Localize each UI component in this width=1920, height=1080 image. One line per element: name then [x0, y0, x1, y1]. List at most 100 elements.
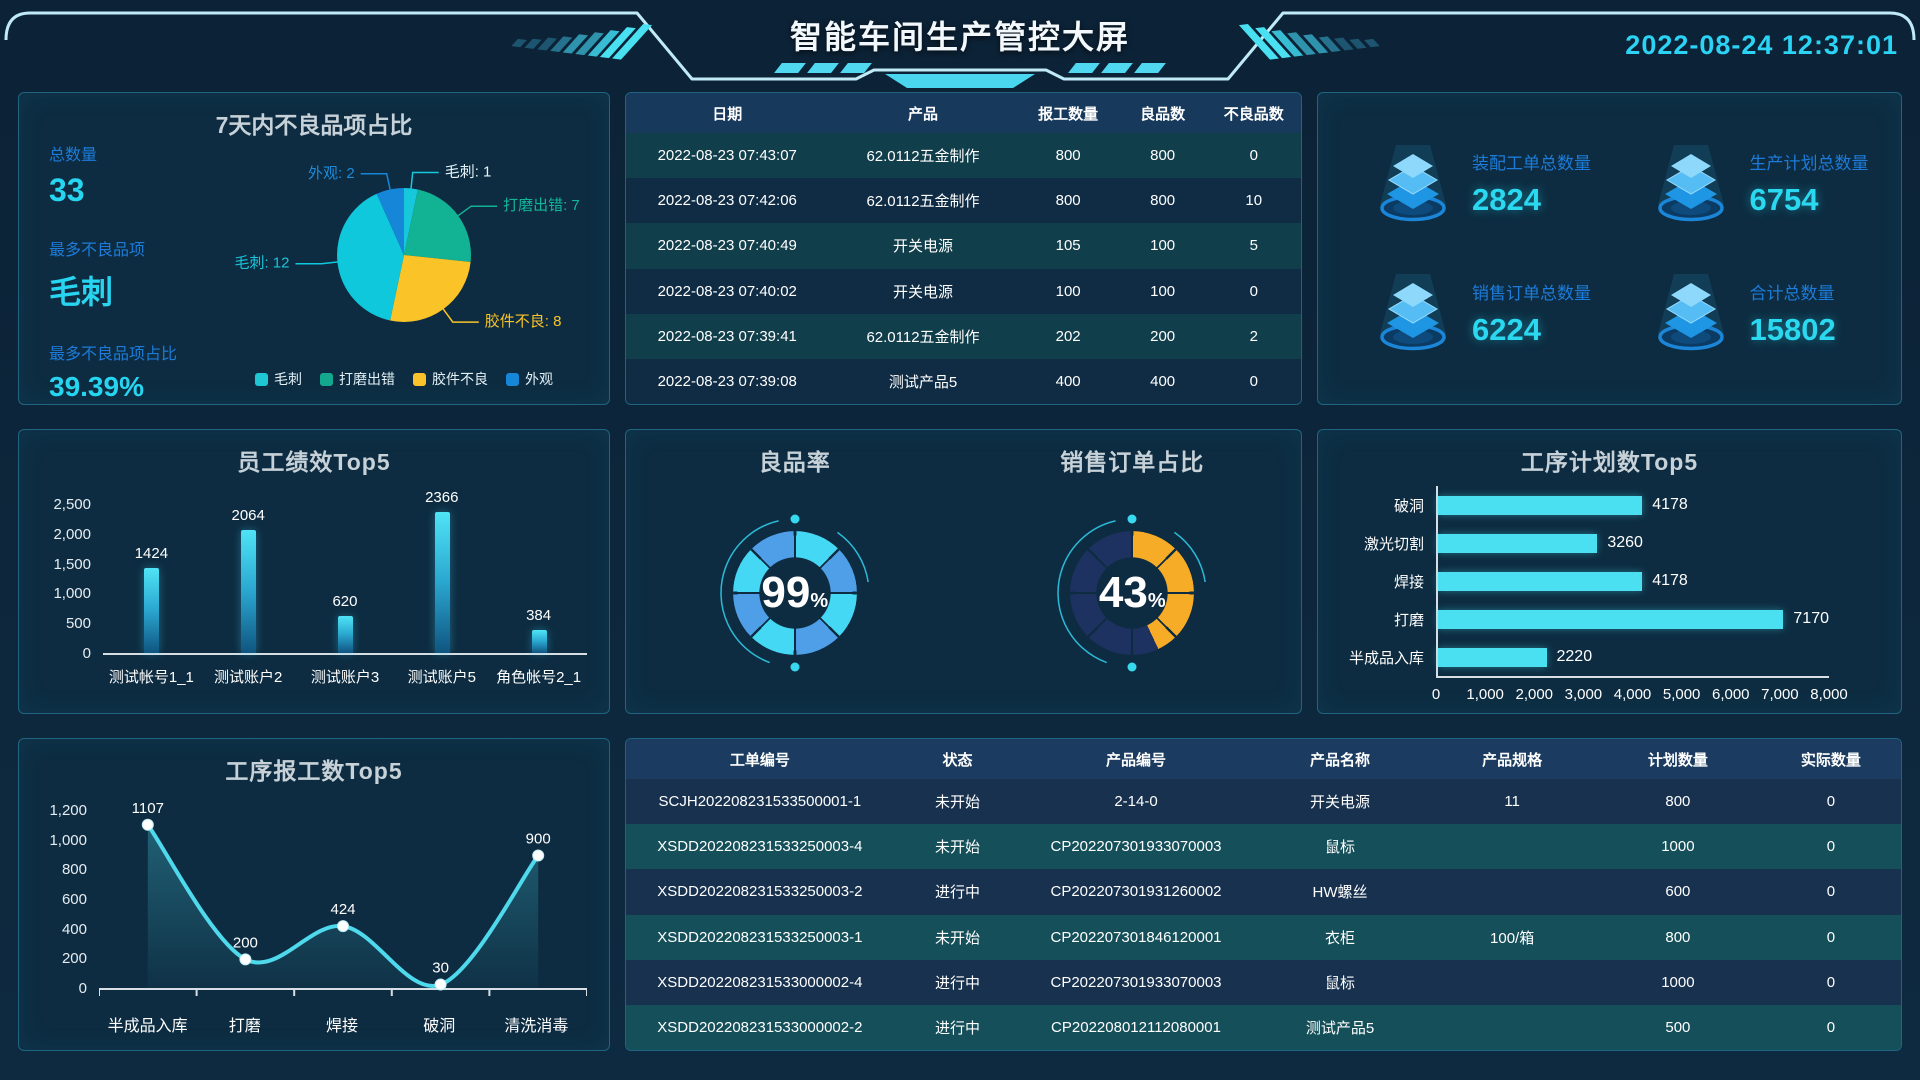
y-axis-tick: 1,500 [53, 555, 91, 573]
data-point [532, 849, 545, 862]
bar-value-label: 620 [332, 593, 358, 611]
gauge-decor [720, 514, 870, 672]
bar [337, 616, 353, 653]
table-cell: XSDD202208231533250003-1 [657, 928, 863, 946]
hbar [1438, 495, 1643, 515]
y-axis-tick: 600 [61, 891, 87, 908]
hbar-track: 4178 [1436, 562, 1829, 600]
header-frame [4, 11, 1916, 88]
stat-value: 毛刺 [49, 274, 114, 310]
line-category-label: 打磨 [228, 1018, 261, 1035]
bar-column: 1424 [103, 504, 200, 653]
column-header: 工单编号 [729, 751, 790, 769]
point-value-label: 30 [432, 960, 449, 977]
table-cell: SCJH202208231533500001-1 [658, 793, 862, 811]
table-cell: CP202207301933070003 [1050, 973, 1222, 991]
bar [531, 630, 547, 653]
table-row: 2022-08-23 07:42:06 62.0112五金制作 800 800 10 [626, 178, 1301, 224]
table-cell: 5 [1249, 237, 1258, 255]
line-chart-svg: 1107 200 424 30 900 [98, 800, 588, 996]
pie-legend: 毛刺 打磨出错 胶件不良 外观 [255, 369, 553, 389]
hbar [1438, 609, 1784, 629]
legend-label: 打磨出错 [339, 371, 395, 387]
table-cell: 0 [1826, 883, 1836, 901]
table-cell: 1000 [1661, 838, 1695, 856]
x-axis-tick: 2,000 [1515, 686, 1554, 703]
bar-categories: 测试帐号1_1 测试账户2 测试账户3 测试账户5 角色帐号2_1 [103, 666, 587, 687]
defect-body: 总数量 33 最多不良品项 毛刺 最多不良品项占比 39.39% 毛刺: 1 打磨… [19, 93, 609, 404]
hbar-value-label: 2220 [1556, 648, 1593, 665]
bar-value-label: 1424 [134, 545, 169, 563]
y-axis-tick: 2,500 [53, 496, 91, 513]
stat-label: 最多不良品项占比 [49, 346, 178, 363]
stats-grid: 装配工单总数量 2824 生产计划总数量 6754 销售订单总数量 6224 合计总数量 15… [1318, 93, 1901, 404]
work-order-panel: 工单编号 状态 产品编号 产品名称 产品规格 计划数量 实际数量 SCJH2022082315… [625, 738, 1902, 1051]
table-row: 2022-08-23 07:43:07 62.0112五金制作 800 800 0 [626, 133, 1301, 179]
pie-label: 毛刺: 1 [445, 163, 492, 180]
defect-stats: 总数量 33 最多不良品项 毛刺 最多不良品项占比 39.39% [19, 93, 199, 404]
table-cell: CP202207301933070003 [1050, 838, 1222, 856]
x-axis-tick: 0 [1431, 686, 1441, 703]
pie-label: 打磨出错: 7 [503, 197, 580, 214]
table-cell: 800 [1665, 793, 1691, 811]
table-cell: CP202207301846120001 [1050, 928, 1222, 946]
bar-category-label: 角色帐号2_1 [496, 669, 582, 686]
defect-pie-area: 毛刺: 1 打磨出错: 7 胶件不良: 8 毛刺: 12 外观: 2 毛刺 打磨出错 胶件不… [199, 93, 609, 404]
defect-panel: 7天内不良品项占比 总数量 33 最多不良品项 毛刺 最多不良品项占比 39.3… [18, 92, 610, 405]
stat-value: 39.39% [49, 371, 144, 402]
process-report-panel: 工序报工数Top5 1107 200 424 30 900 0 200 400 600 800 1,… [18, 738, 610, 1051]
column-header: 计划数量 [1647, 751, 1708, 769]
legend-item: 胶件不良 [413, 369, 488, 389]
header-dashes-right [1068, 63, 1166, 73]
hbar [1438, 533, 1598, 553]
column-header: 报工数量 [1038, 105, 1099, 123]
table-cell: 进行中 [934, 1019, 980, 1037]
bar-column: 2366 [393, 489, 490, 653]
column-header: 产品名称 [1309, 751, 1370, 769]
table-row: XSDD202208231533250003-1 未开始 CP20220730184… [626, 914, 1901, 960]
hbar-track: 3260 [1436, 524, 1829, 562]
table-cell: 800 [1150, 192, 1176, 210]
hbar [1438, 647, 1547, 667]
table-cell: 105 [1055, 237, 1081, 255]
legend-item: 外观 [506, 369, 553, 389]
point-value-label: 424 [330, 901, 355, 918]
card-value: 15802 [1749, 311, 1836, 347]
hbar-track: 7170 [1436, 600, 1829, 638]
pie-label-line [410, 171, 439, 190]
table-cell: 0 [1249, 147, 1258, 165]
legend-label: 胶件不良 [432, 371, 488, 387]
gauge-ring [732, 531, 857, 655]
table-cell: 62.0112五金制作 [866, 193, 980, 211]
gauge-ring [1070, 531, 1195, 655]
hbar [1438, 571, 1643, 591]
stat-top-defect: 最多不良品项 毛刺 [49, 236, 199, 313]
data-point [434, 978, 447, 991]
table-cell: 进行中 [934, 974, 980, 992]
y-axis-tick: 400 [61, 920, 87, 938]
bar-plot: 0 500 1,000 1,500 2,000 2,500 1424 2064 620 2366 3… [53, 489, 587, 662]
datetime: 2022-08-24 12:37:01 [1625, 30, 1898, 60]
pie-slice [337, 193, 404, 321]
table-cell: 0 [1826, 973, 1836, 991]
main-grid: 7天内不良品项占比 总数量 33 最多不良品项 毛刺 最多不良品项占比 39.3… [0, 92, 1920, 1079]
y-axis-tick: 0 [82, 645, 91, 662]
pie-slice [390, 255, 471, 322]
line-category-label: 半成品入库 [107, 1018, 188, 1035]
table-cell: 0 [1826, 1018, 1836, 1036]
table-body: 2022-08-23 07:43:07 62.0112五金制作 800 800 0 202… [626, 133, 1301, 404]
stack-icon [1380, 144, 1446, 221]
table-cell: 衣柜 [1324, 929, 1355, 947]
table-cell: 2022-08-23 07:42:06 [657, 192, 797, 210]
gauge-good-rate: 良品率 99% [626, 430, 964, 713]
table-row: XSDD202208231533000002-2 进行中 CP20220801211… [626, 1004, 1901, 1050]
table-cell: 500 [1665, 1018, 1691, 1036]
table-row: 2022-08-23 07:39:41 62.0112五金制作 202 200 2 [626, 313, 1301, 359]
table-cell: 0 [1249, 282, 1258, 300]
y-axis-tick: 500 [65, 615, 91, 633]
gauge-sales-ratio: 销售订单占比 43% [964, 430, 1302, 713]
hbar-category-label: 破洞 [1393, 497, 1424, 515]
table-cell: 400 [1055, 372, 1081, 390]
hbar-category-label: 打磨 [1393, 611, 1424, 629]
table-cell: 2022-08-23 07:40:49 [657, 237, 797, 255]
